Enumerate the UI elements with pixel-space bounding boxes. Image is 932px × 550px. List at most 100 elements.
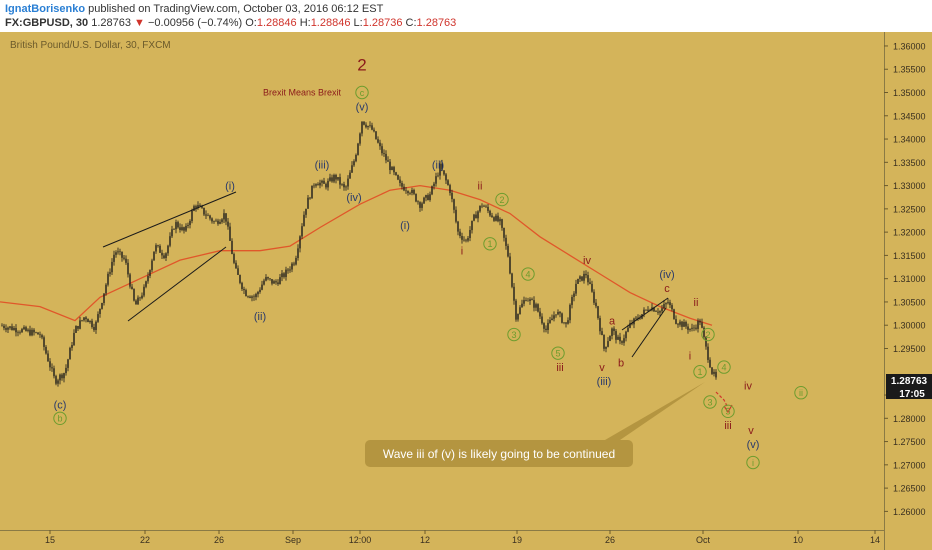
candle	[561, 312, 563, 324]
candle	[411, 187, 413, 196]
candle	[339, 173, 341, 189]
symbol-quote-line: FX:GBPUSD, 30 1.28763 ▼ −0.00956 (−0.74%…	[5, 17, 456, 29]
price-axis[interactable]	[884, 32, 932, 550]
candle	[493, 216, 495, 222]
wave-circle	[701, 327, 715, 342]
wave-label: (i)	[400, 220, 410, 232]
wave-label: i	[461, 246, 463, 258]
candle	[551, 314, 553, 321]
candle	[529, 297, 531, 305]
candle	[525, 297, 527, 302]
candle	[585, 270, 587, 279]
candle	[387, 156, 389, 162]
candle	[481, 203, 483, 209]
candle	[395, 171, 397, 176]
wave-label: (v)	[356, 101, 369, 113]
wave-label: iv	[744, 381, 752, 393]
wedge-line-upper	[621, 297, 669, 331]
candle	[371, 122, 373, 131]
wave-label: c	[360, 88, 365, 98]
candle	[617, 334, 619, 340]
candle	[49, 358, 51, 371]
candle	[391, 166, 393, 171]
wave-label: 3	[707, 397, 712, 407]
candle	[7, 326, 9, 333]
candle	[261, 280, 263, 291]
candle	[459, 228, 461, 239]
candle	[39, 331, 41, 338]
moving-average-line	[0, 184, 713, 326]
candle	[99, 308, 101, 318]
chart-symbol-title: British Pound/U.S. Dollar, 30, FXCM	[10, 40, 171, 51]
candle	[43, 335, 45, 351]
candle	[655, 310, 657, 312]
candle	[483, 204, 485, 207]
candle	[613, 326, 615, 336]
wave-circle	[53, 411, 67, 425]
candle	[211, 217, 213, 224]
wave-label: 4	[721, 362, 726, 372]
candle	[345, 185, 347, 191]
wave-circle	[703, 395, 717, 409]
candle	[357, 142, 359, 156]
candle	[9, 326, 11, 330]
candle	[3, 323, 5, 331]
wave-circle	[746, 455, 760, 470]
candle	[117, 247, 119, 255]
wave-label: ii	[478, 181, 483, 193]
candle	[633, 317, 635, 329]
candle	[651, 303, 653, 312]
y-tick-label: 1.26500	[893, 484, 926, 494]
y-tick-label: 1.30500	[893, 297, 926, 307]
time-axis[interactable]	[0, 530, 884, 550]
current-price-tag	[886, 374, 932, 387]
candle	[383, 149, 385, 157]
candle	[31, 327, 33, 337]
candle	[133, 288, 135, 302]
candle	[523, 296, 525, 307]
candle	[169, 232, 171, 248]
candle	[599, 315, 601, 335]
candle	[251, 295, 253, 302]
candle	[535, 302, 537, 311]
candle	[143, 284, 145, 298]
high-label: H:	[299, 17, 311, 29]
candle	[423, 196, 425, 204]
projection-arrowhead	[723, 404, 733, 414]
y-tick-label: 1.29500	[893, 344, 926, 354]
candle	[431, 185, 433, 196]
candle	[467, 236, 469, 243]
candle	[223, 209, 225, 223]
candle	[661, 305, 663, 315]
candle	[427, 193, 429, 201]
candle	[415, 193, 417, 203]
candle	[287, 268, 289, 274]
candle	[343, 181, 345, 191]
candle	[665, 302, 667, 309]
candle	[33, 328, 35, 336]
candle	[511, 272, 513, 289]
author-link[interactable]: IgnatBorisenko	[5, 3, 86, 15]
candle	[369, 121, 371, 128]
candle	[249, 295, 251, 299]
candle	[75, 325, 77, 333]
candle	[15, 324, 17, 337]
candle	[193, 204, 195, 212]
candle	[355, 153, 357, 163]
candle	[333, 173, 335, 184]
candle	[601, 327, 603, 336]
candle	[103, 293, 105, 306]
candle	[191, 208, 193, 224]
candle	[25, 325, 27, 332]
wave-circle	[355, 85, 369, 100]
candle	[127, 259, 129, 278]
y-tick-label: 1.32500	[893, 204, 926, 214]
last-price: 1.28763	[91, 17, 131, 29]
candle	[177, 220, 179, 229]
candle	[347, 175, 349, 190]
candle	[291, 262, 293, 273]
candle	[299, 235, 301, 253]
candle	[79, 316, 81, 330]
candle	[461, 232, 463, 244]
